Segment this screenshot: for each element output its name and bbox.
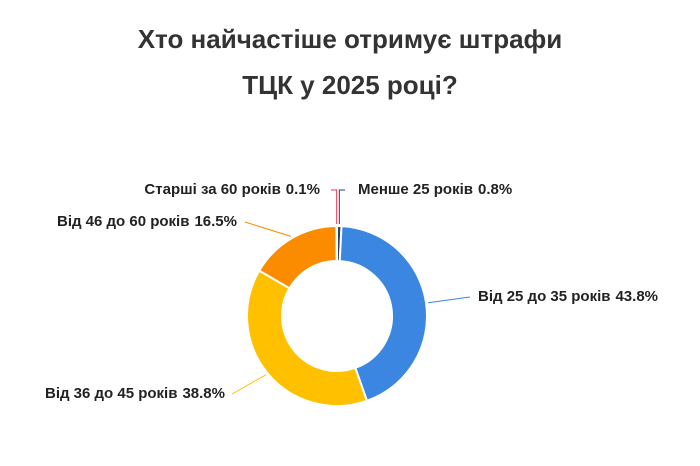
- category-label: Від 36 до 45 років: [45, 385, 177, 402]
- data-label: Старші за 60 років 0.1%: [144, 181, 320, 198]
- chart-title: ТЦК у 2025 році?: [242, 70, 458, 100]
- donut-segment: [338, 225, 428, 403]
- category-label: Від 46 до 60 років: [57, 213, 189, 230]
- leader-line: [427, 296, 471, 304]
- value-label: 16.5%: [194, 213, 237, 230]
- data-label: Від 36 до 45 років 38.8%: [45, 385, 225, 402]
- chart-title: Хто найчастіше отримує штрафи: [138, 24, 563, 54]
- leader-line: [244, 221, 292, 237]
- data-label: Від 46 до 60 років 16.5%: [57, 213, 237, 230]
- donut-segment: [335, 224, 338, 263]
- value-label: 43.8%: [615, 288, 658, 305]
- value-label: 0.8%: [478, 181, 512, 198]
- value-label: 0.1%: [286, 181, 320, 198]
- category-label: Від 25 до 35 років: [478, 288, 610, 305]
- value-label: 38.8%: [182, 385, 225, 402]
- category-label: Старші за 60 років: [144, 181, 280, 198]
- leader-line: [231, 374, 267, 395]
- leader-line: [331, 189, 338, 225]
- data-label: Від 25 до 35 років 43.8%: [478, 288, 658, 305]
- donut-segment: [246, 269, 369, 407]
- data-label: Менше 25 років 0.8%: [358, 181, 512, 198]
- category-label: Менше 25 років: [358, 181, 473, 198]
- leader-line: [338, 189, 345, 225]
